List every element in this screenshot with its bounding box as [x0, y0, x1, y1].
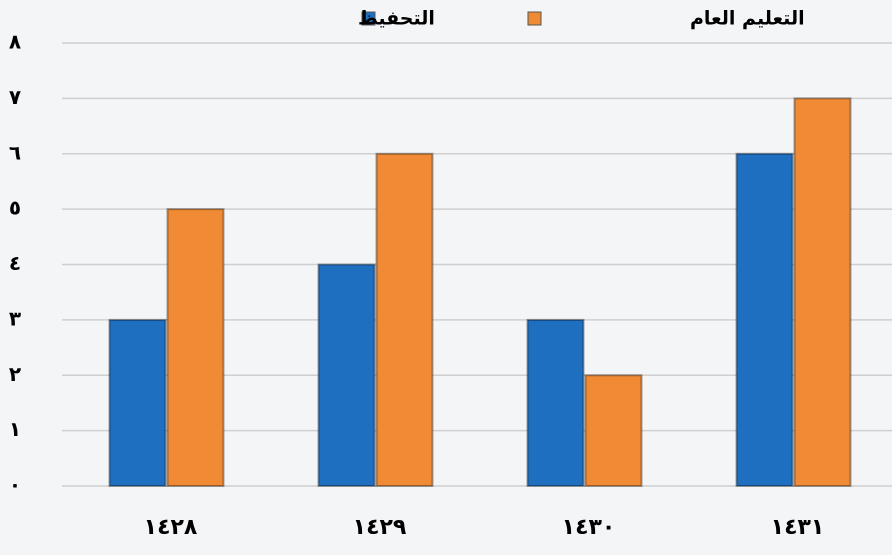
y-tick-label: ٨: [9, 30, 21, 54]
bar: [166, 208, 225, 487]
y-tick-label: ٧: [9, 85, 21, 109]
bar: [317, 263, 376, 487]
y-tick-label: ١: [9, 417, 21, 441]
legend-label: التحفيظ: [358, 8, 435, 30]
bar: [793, 97, 852, 487]
y-tick-label: ٢: [9, 362, 21, 386]
legend-swatch: [527, 11, 542, 26]
y-tick-label: ٠: [9, 473, 21, 497]
legend-swatch: [361, 11, 376, 26]
bar: [375, 152, 434, 487]
y-tick-label: ٣: [9, 306, 21, 330]
bar: [584, 374, 643, 487]
y-tick-label: ٦: [9, 140, 21, 164]
bar: [108, 318, 167, 487]
x-tick-label: ١٤٣١: [771, 515, 825, 540]
bar: [526, 318, 585, 487]
y-tick-label: ٤: [9, 251, 21, 275]
x-tick-label: ١٤٣٠: [562, 515, 616, 540]
x-tick-label: ١٤٢٨: [144, 515, 198, 540]
bar: [735, 152, 794, 487]
y-tick-label: ٥: [9, 196, 21, 220]
x-tick-label: ١٤٢٩: [353, 515, 407, 540]
legend-label: التعليم العام: [690, 8, 805, 30]
